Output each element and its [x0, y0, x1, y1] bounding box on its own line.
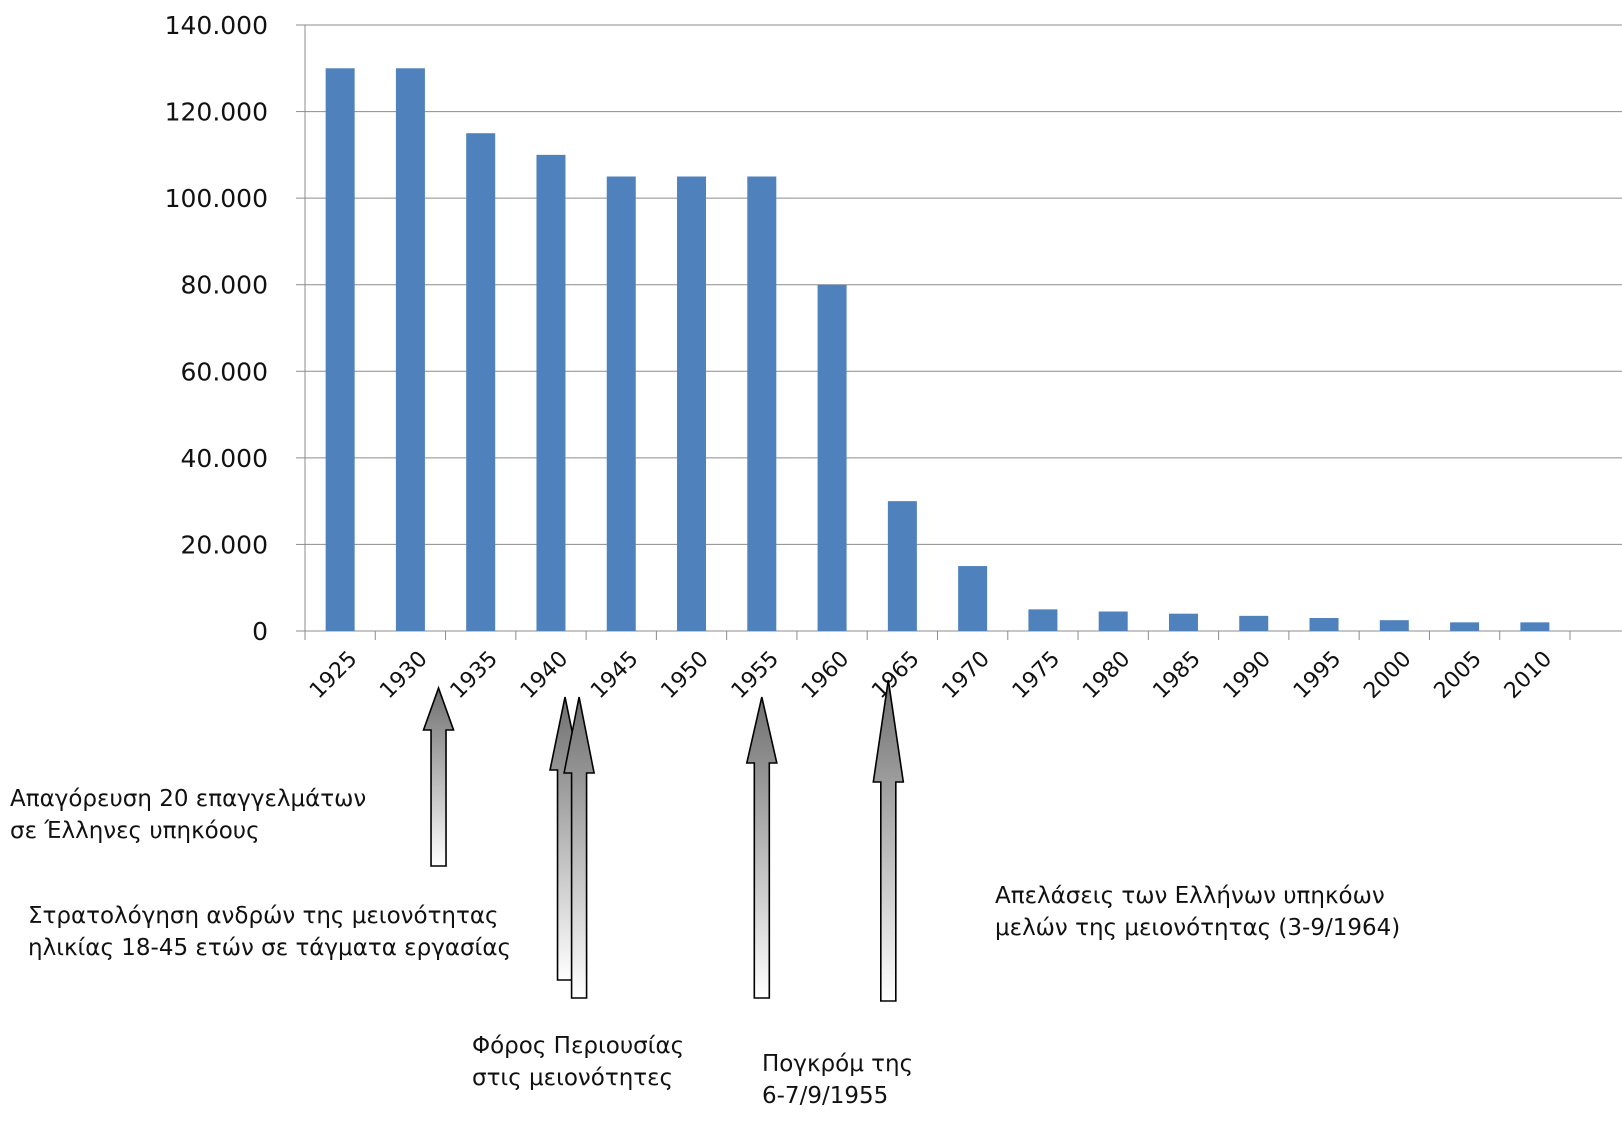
annotation-arrows — [422, 679, 905, 1002]
x-tick-label: 1975 — [1008, 647, 1065, 704]
x-tick-label: 1930 — [375, 647, 432, 704]
x-tick-label: 2000 — [1359, 647, 1416, 704]
up-arrow-icon — [872, 679, 905, 1002]
bar — [747, 176, 777, 631]
y-tick-label: 60.000 — [181, 357, 268, 386]
bar — [1309, 618, 1339, 631]
x-tick-label: 1935 — [446, 647, 503, 704]
bar — [536, 154, 566, 631]
annotation-property-tax: Φόρος Περιουσίας στις μειονότητες — [472, 1030, 684, 1094]
x-tick-label: 1985 — [1148, 647, 1205, 704]
y-tick-label: 80.000 — [181, 271, 268, 300]
up-arrow-icon — [422, 685, 455, 867]
x-tick-label: 1965 — [867, 647, 924, 704]
bar — [887, 501, 917, 631]
annotation-profession-ban: Απαγόρευση 20 επαγγελμάτων σε Έλληνες υπ… — [10, 783, 366, 847]
annotation-line: Στρατολόγηση ανδρών της μειονότητας — [28, 903, 499, 929]
gridlines — [305, 24, 1622, 545]
x-tick-label: 1995 — [1289, 647, 1346, 704]
bar — [677, 176, 707, 631]
annotation-line: στις μειονότητες — [472, 1065, 674, 1091]
bar — [1098, 611, 1128, 631]
bar — [606, 176, 636, 631]
annotation-line: ηλικίας 18-45 ετών σε τάγματα εργασίας — [28, 935, 511, 961]
bars — [325, 68, 1550, 632]
bar — [958, 566, 988, 631]
y-tick-label: 100.000 — [165, 184, 268, 213]
x-tick-label: 1950 — [656, 647, 713, 704]
y-tick-label: 120.000 — [165, 98, 268, 127]
annotation-line: σε Έλληνες υπηκόους — [10, 818, 260, 844]
x-tick-label: 1970 — [938, 647, 995, 704]
bar — [395, 68, 425, 632]
x-tick-label: 2010 — [1500, 647, 1557, 704]
annotation-expulsions: Απελάσεις των Ελλήνων υπηκόων μελών της … — [995, 880, 1400, 944]
y-tick-labels: 0 20.000 40.000 60.000 80.000 100.000 120.000 1… — [165, 11, 268, 646]
x-tick-label: 2005 — [1430, 647, 1487, 704]
annotation-line: μελών της μειονότητας (3-9/1964) — [995, 915, 1401, 941]
bar — [1379, 620, 1409, 631]
annotation-line: Πογκρόμ της — [762, 1051, 914, 1077]
bar — [817, 284, 847, 631]
y-tick-label: 0 — [252, 617, 268, 646]
y-tick-label: 20.000 — [181, 530, 268, 559]
up-arrow-icon — [563, 696, 596, 999]
x-tick-label: 1945 — [586, 647, 643, 704]
bar — [466, 133, 496, 631]
bar — [325, 68, 355, 632]
annotation-line: Απαγόρευση 20 επαγγελμάτων — [10, 786, 367, 812]
x-tick-label: 1980 — [1078, 647, 1135, 704]
x-tick-label: 1940 — [516, 647, 573, 704]
y-tick-label: 40.000 — [181, 444, 268, 473]
annotation-line: 6-7/9/1955 — [762, 1083, 889, 1109]
annotation-pogrom: Πογκρόμ της 6-7/9/1955 — [762, 1048, 913, 1112]
x-tick-label: 1990 — [1219, 647, 1276, 704]
bar — [1028, 609, 1058, 631]
y-tick-label: 140.000 — [165, 11, 268, 40]
x-tick-labels: 1925 1930 1935 1940 1945 1950 1955 1960 1965 1970… — [305, 647, 1557, 704]
bar — [1239, 615, 1269, 631]
up-arrow-icon — [745, 696, 778, 999]
bar — [1168, 613, 1198, 631]
x-tick-label: 1955 — [727, 647, 784, 704]
x-tick-label: 1960 — [797, 647, 854, 704]
annotation-line: Φόρος Περιουσίας — [472, 1033, 685, 1059]
bar — [1520, 622, 1550, 631]
x-tick-label: 1925 — [305, 647, 362, 704]
annotation-line: Απελάσεις των Ελλήνων υπηκόων — [995, 883, 1385, 909]
bar — [1450, 622, 1480, 631]
annotation-labour-battalions: Στρατολόγηση ανδρών της μειονότητας ηλικ… — [28, 900, 511, 964]
